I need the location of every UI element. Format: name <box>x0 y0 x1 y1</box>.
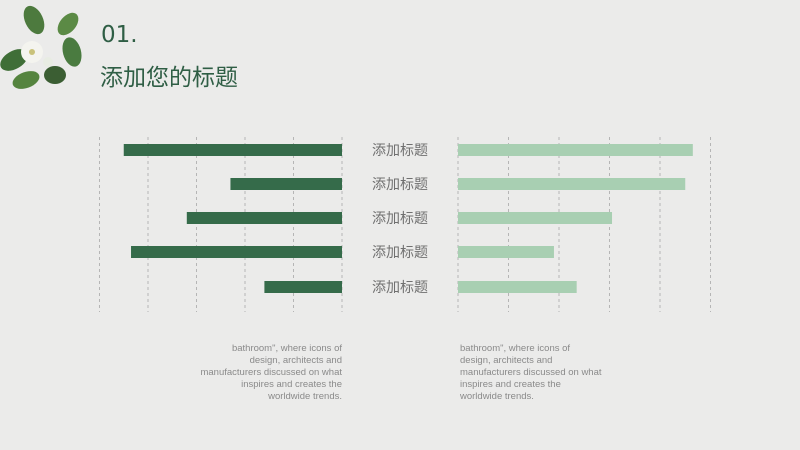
description-left: bathroom", where icons of design, archit… <box>200 343 342 402</box>
page-title: 添加您的标题 <box>100 65 238 91</box>
bar-left <box>131 246 342 258</box>
bar-right <box>458 246 554 258</box>
section-number: 01. <box>101 22 138 48</box>
bar-right <box>458 212 613 224</box>
category-label: 添加标题 <box>372 211 428 227</box>
category-label: 添加标题 <box>372 177 428 193</box>
bar-right <box>458 144 693 156</box>
bar-right <box>458 281 577 293</box>
bar-left <box>123 144 342 156</box>
bar-left <box>230 178 342 190</box>
category-label: 添加标题 <box>372 143 428 159</box>
bar-left <box>264 281 342 293</box>
description-right: bathroom", where icons of design, archit… <box>460 343 602 402</box>
category-label: 添加标题 <box>372 245 428 261</box>
category-label: 添加标题 <box>372 280 428 296</box>
flower-decoration <box>0 5 82 89</box>
bar-left <box>186 212 342 224</box>
bar-right <box>458 178 686 190</box>
